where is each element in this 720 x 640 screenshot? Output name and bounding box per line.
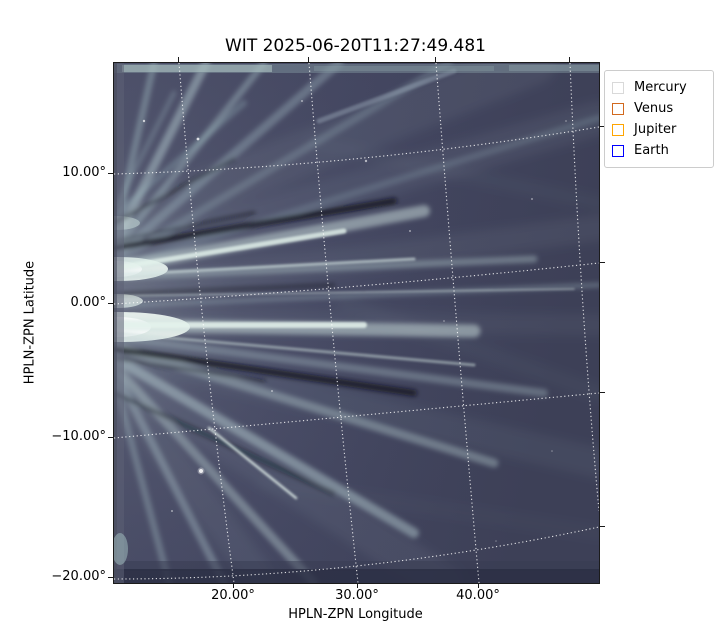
y-axis-label: HPLN-ZPN Latitude: [22, 260, 38, 385]
x-tick-label-20: 20.00°: [211, 588, 255, 603]
plot-area: [113, 62, 600, 584]
mercury-swatch-icon: [612, 81, 624, 94]
tick-mark: [478, 583, 480, 588]
tick-mark: [108, 436, 113, 438]
legend-item-jupiter: Jupiter: [612, 119, 705, 140]
tick-mark: [178, 57, 180, 62]
y-tick-label-minus10: −10.00°: [51, 429, 106, 444]
tick-mark: [600, 261, 605, 263]
legend-label-venus: Venus: [634, 101, 674, 116]
y-tick-label-minus20: −20.00°: [51, 569, 106, 584]
tick-mark: [108, 302, 113, 304]
x-axis-label: HPLN-ZPN Longitude: [288, 607, 423, 622]
tick-mark: [600, 525, 605, 527]
legend-label-earth: Earth: [634, 143, 669, 158]
legend-item-mercury: Mercury: [612, 77, 705, 98]
tick-mark: [569, 57, 571, 62]
x-tick-label-40: 40.00°: [456, 588, 500, 603]
plot-title: WIT 2025-06-20T11:27:49.481: [225, 36, 486, 56]
legend-item-earth: Earth: [612, 140, 705, 161]
tick-mark: [435, 57, 437, 62]
tick-mark: [308, 57, 310, 62]
tick-mark: [108, 576, 113, 578]
heliospheric-image: [114, 63, 599, 583]
y-tick-label-10: 10.00°: [62, 165, 106, 180]
tick-mark: [600, 125, 605, 127]
earth-swatch-icon: [612, 144, 624, 157]
legend-label-jupiter: Jupiter: [634, 122, 677, 137]
tick-mark: [357, 583, 359, 588]
legend-label-mercury: Mercury: [634, 80, 687, 95]
coordinate-grid: [114, 63, 599, 583]
x-tick-label-30: 30.00°: [335, 588, 379, 603]
tick-mark: [600, 391, 605, 393]
legend: Mercury Venus Jupiter Earth: [604, 70, 714, 168]
jupiter-swatch-icon: [612, 123, 624, 136]
y-tick-label-0: 0.00°: [70, 295, 106, 310]
venus-swatch-icon: [612, 102, 624, 115]
tick-mark: [233, 583, 235, 588]
legend-item-venus: Venus: [612, 98, 705, 119]
tick-mark: [108, 172, 113, 174]
